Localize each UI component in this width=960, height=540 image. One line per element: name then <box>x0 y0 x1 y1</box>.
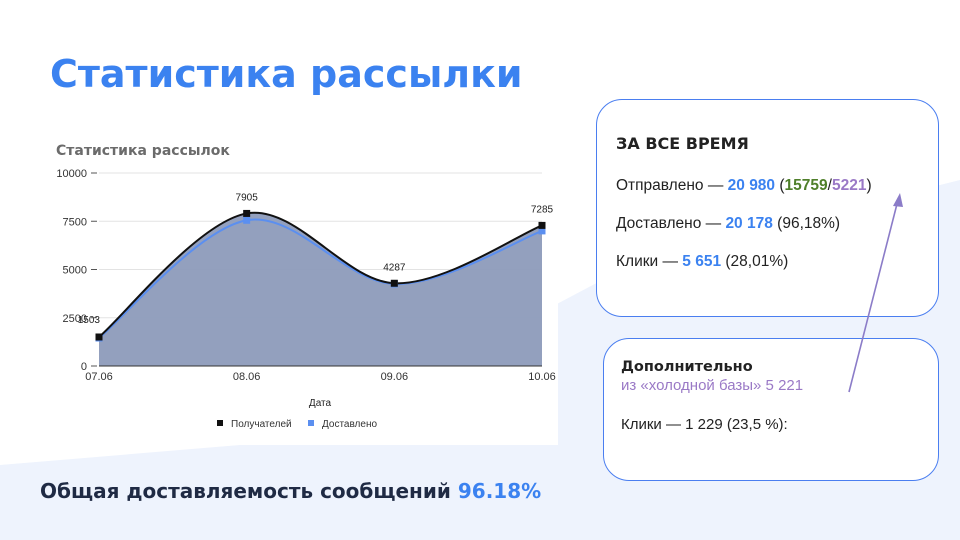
sent-part-a: 15759 <box>784 177 828 194</box>
cold-base-line: из «холодной базы» 5 221 <box>621 377 804 394</box>
deliverability-value: 96.18% <box>457 479 542 503</box>
additional-card: Дополнительно из «холодной базы» 5 221 К… <box>603 338 939 481</box>
y-tick-label: 7500 <box>63 216 87 228</box>
clicks-line: Клики — 5 651 (28,01%) <box>616 253 938 271</box>
sent-open-paren: ( <box>775 177 785 194</box>
data-label: 1503 <box>78 315 101 326</box>
all-time-card: ЗА ВСЕ ВРЕМЯ Отправлено — 20 980 (15759/… <box>596 99 939 317</box>
sent-label: Отправлено — <box>616 177 728 194</box>
point-delivered <box>538 227 546 235</box>
area-fill <box>99 212 542 366</box>
delivered-total: 20 178 <box>725 215 773 232</box>
y-tick-label: 0 <box>81 361 87 373</box>
sent-close-paren: ) <box>866 177 872 194</box>
sent-total: 20 980 <box>727 177 776 194</box>
additional-heading: Дополнительно <box>621 359 753 375</box>
data-label: 7285 <box>531 204 554 215</box>
overall-deliverability: Общая доставляемость сообщений 96.18% <box>40 479 541 503</box>
point-recipients <box>243 209 251 217</box>
sent-slash: / <box>827 177 832 194</box>
delivered-percent: (96,18%) <box>772 215 841 232</box>
additional-clicks-line: Клики — 1 229 (23,5 %): <box>621 416 788 433</box>
chart-svg: Статистика рассылок 1503 7905 4287 7285 0 25… <box>56 143 556 430</box>
series-line-recipients <box>98 211 543 338</box>
sent-part-b: 5221 <box>831 177 867 194</box>
data-label: 4287 <box>383 262 406 273</box>
point-recipients <box>390 279 398 287</box>
chart-tick-layer: 0 2500 5000 7500 10000 07.06 08.06 09.06 10.06 <box>56 168 555 383</box>
deliverability-label: Общая доставляемость сообщений <box>40 479 451 503</box>
delivery-chart: Статистика рассылок 1503 7905 4287 7285 0 25… <box>50 128 558 445</box>
series-line-delivered <box>98 218 543 339</box>
chart-marks-layer: 1503 7905 4287 7285 <box>78 192 554 342</box>
clicks-label: Клики — <box>616 253 683 270</box>
chart-title: Статистика рассылок <box>56 143 230 159</box>
legend-label-recipients: Получателей <box>231 419 292 430</box>
slide-title: Статистика рассылки <box>50 52 523 96</box>
data-label: 7905 <box>236 192 259 203</box>
legend-label-delivered: Доставлено <box>322 419 377 430</box>
point-delivered <box>243 216 251 224</box>
x-axis-label: Дата <box>309 398 332 409</box>
x-tick-label: 10.06 <box>528 371 556 383</box>
sent-line: Отправлено — 20 980 (15759/5221) <box>616 177 938 195</box>
y-tick-label: 2500 <box>63 313 87 325</box>
y-tick-label: 5000 <box>63 265 87 277</box>
legend-swatch-delivered <box>308 420 314 426</box>
legend-swatch-recipients <box>217 420 223 426</box>
clicks-percent: (28,01%) <box>721 253 789 270</box>
y-tick-label: 10000 <box>56 168 87 180</box>
x-tick-label: 09.06 <box>381 371 409 383</box>
point-recipients <box>95 333 103 341</box>
clicks-total: 5 651 <box>682 253 722 270</box>
all-time-heading: ЗА ВСЕ ВРЕМЯ <box>616 134 749 153</box>
point-recipients <box>538 221 546 229</box>
x-tick-label: 08.06 <box>233 371 261 383</box>
chart-legend: Получателей Доставлено <box>217 419 377 430</box>
x-tick-label: 07.06 <box>85 371 113 383</box>
chart-area-layer <box>98 211 543 367</box>
delivered-label: Доставлено — <box>616 215 726 232</box>
delivered-line: Доставлено — 20 178 (96,18%) <box>616 215 938 233</box>
